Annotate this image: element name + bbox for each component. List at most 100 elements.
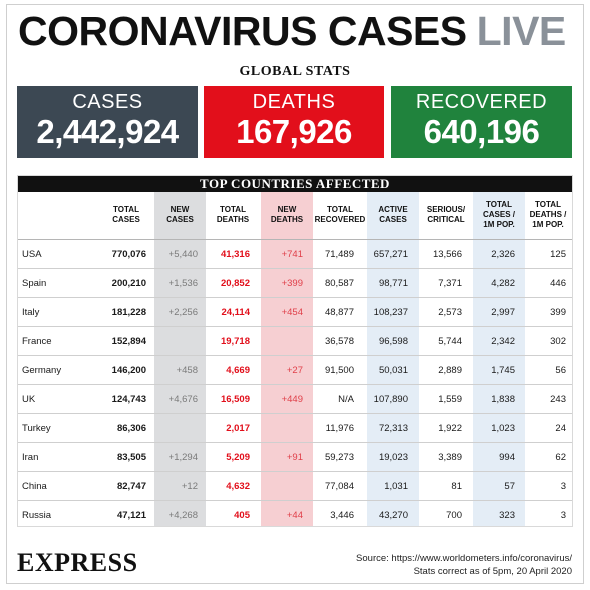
header-total-cases: TOTAL CASES xyxy=(100,205,152,225)
cell-cases-per-1m: 4,282 xyxy=(491,278,515,289)
cell-serious: 5,744 xyxy=(438,336,462,347)
cell-serious: 7,371 xyxy=(438,278,462,289)
stats-timestamp: Stats correct as of 5pm, 20 April 2020 xyxy=(413,566,572,577)
title-main: CORONAVIRUS CASES xyxy=(18,8,467,54)
cell-cases-per-1m: 1,745 xyxy=(491,365,515,376)
cell-total-cases: 200,210 xyxy=(111,278,146,289)
deaths-label: DEATHS xyxy=(252,91,336,113)
header-line: TOTAL xyxy=(486,200,512,209)
infographic-frame xyxy=(6,4,584,584)
header-divider xyxy=(18,239,572,240)
table-row: France 152,894 19,718 36,578 96,598 5,744 2,34… xyxy=(18,327,572,356)
country-name: Germany xyxy=(22,365,62,376)
cell-total-recovered: 71,489 xyxy=(324,249,354,260)
cell-total-cases: 82,747 xyxy=(116,481,146,492)
cell-total-deaths: 16,509 xyxy=(220,394,250,405)
cell-new-deaths: +91 xyxy=(286,452,303,463)
cell-total-cases: 124,743 xyxy=(111,394,146,405)
cell-active-cases: 72,313 xyxy=(378,423,408,434)
countries-table: TOP COUNTRIES AFFECTED TOTAL CASES NEW CASE… xyxy=(17,175,573,527)
header-line: DEATHS xyxy=(270,215,304,224)
cell-new-deaths: +449 xyxy=(281,394,303,405)
source-note: Source: https://www.worldometers.info/co… xyxy=(356,552,572,578)
cell-total-cases: 47,121 xyxy=(116,510,146,521)
cell-total-recovered: 36,578 xyxy=(324,336,354,347)
cell-new-cases: +458 xyxy=(176,365,198,376)
table-row: Iran 83,505 +1,294 5,209 +91 59,273 19,023 3,38… xyxy=(18,443,572,472)
cell-total-cases: 152,894 xyxy=(111,336,146,347)
header-line: NEW xyxy=(277,205,297,214)
recovered-label: RECOVERED xyxy=(415,91,548,113)
source-text: Source: https://www.worldometers.info/co… xyxy=(356,553,572,564)
country-name: USA xyxy=(22,249,42,260)
deaths-stat-box: DEATHS 167,926 xyxy=(204,86,384,158)
cell-cases-per-1m: 1,838 xyxy=(491,394,515,405)
cell-serious: 81 xyxy=(451,481,462,492)
cell-new-cases: +5,440 xyxy=(168,249,198,260)
table-row: USA 770,076 +5,440 41,316 +741 71,489 657,271 1… xyxy=(18,240,572,269)
cell-deaths-per-1m: 302 xyxy=(550,336,566,347)
header-line: CRITICAL xyxy=(427,215,465,224)
cell-total-deaths: 41,316 xyxy=(220,249,250,260)
country-name: France xyxy=(22,336,52,347)
table-row: Italy 181,228 +2,256 24,114 +454 48,877 108,23… xyxy=(18,298,572,327)
cell-cases-per-1m: 994 xyxy=(499,452,515,463)
cell-serious: 13,566 xyxy=(432,249,462,260)
header-line: TOTAL xyxy=(535,200,561,209)
header-deaths-per-1m: TOTAL DEATHS /1M POP. xyxy=(522,200,574,230)
cases-label: CASES xyxy=(72,91,143,113)
cell-cases-per-1m: 1,023 xyxy=(491,423,515,434)
page-title: CORONAVIRUS CASES LIVE xyxy=(18,6,566,56)
cell-deaths-per-1m: 3 xyxy=(560,510,566,521)
cell-deaths-per-1m: 3 xyxy=(560,481,566,492)
cell-active-cases: 19,023 xyxy=(378,452,408,463)
active-cases-column-bg xyxy=(367,192,419,526)
header-line: NEW xyxy=(170,205,190,214)
cell-new-cases: +4,676 xyxy=(168,394,198,405)
cell-deaths-per-1m: 125 xyxy=(550,249,566,260)
cell-new-deaths: +27 xyxy=(286,365,303,376)
cell-new-deaths: +741 xyxy=(281,249,303,260)
cell-new-deaths: +454 xyxy=(281,307,303,318)
header-line: 1M POP. xyxy=(483,220,515,229)
header-new-deaths: NEW DEATHS xyxy=(261,205,313,225)
header-line: SERIOUS/ xyxy=(426,205,466,214)
cell-total-recovered: 91,500 xyxy=(324,365,354,376)
cell-serious: 3,389 xyxy=(438,452,462,463)
cell-total-cases: 770,076 xyxy=(111,249,146,260)
header-total-recovered: TOTAL RECOVERED xyxy=(314,205,366,225)
country-name: Turkey xyxy=(22,423,51,434)
table-row: UK 124,743 +4,676 16,509 +449 N/A 107,890 1,559… xyxy=(18,385,572,414)
country-name: China xyxy=(22,481,47,492)
cell-total-recovered: N/A xyxy=(338,394,354,405)
deaths-value: 167,926 xyxy=(236,113,352,150)
header-active-cases: ACTIVE CASES xyxy=(367,205,419,225)
new-deaths-column-bg xyxy=(261,192,313,526)
cell-total-deaths: 19,718 xyxy=(220,336,250,347)
global-stats-heading: GLOBAL STATS xyxy=(239,64,351,79)
header-line: CASES xyxy=(379,215,407,224)
table-row: Turkey 86,306 2,017 11,976 72,313 1,922 1,023 2… xyxy=(18,414,572,443)
country-name: UK xyxy=(22,394,36,405)
country-name: Iran xyxy=(22,452,39,463)
table-title: TOP COUNTRIES AFFECTED xyxy=(18,176,572,192)
header-new-cases: NEW CASES xyxy=(154,205,206,225)
cell-serious: 2,573 xyxy=(438,307,462,318)
cell-total-deaths: 4,669 xyxy=(226,365,250,376)
cell-active-cases: 108,237 xyxy=(373,307,408,318)
cell-total-recovered: 59,273 xyxy=(324,452,354,463)
cell-new-cases: +12 xyxy=(181,481,198,492)
cell-active-cases: 1,031 xyxy=(384,481,408,492)
cell-serious: 700 xyxy=(446,510,462,521)
header-line: RECOVERED xyxy=(314,215,366,224)
cell-cases-per-1m: 57 xyxy=(504,481,515,492)
cell-cases-per-1m: 2,997 xyxy=(491,307,515,318)
cell-deaths-per-1m: 56 xyxy=(555,365,566,376)
cell-total-deaths: 24,114 xyxy=(221,307,250,318)
header-line: DEATHS / xyxy=(529,210,567,219)
cell-active-cases: 107,890 xyxy=(373,394,408,405)
cell-deaths-per-1m: 24 xyxy=(555,423,566,434)
cell-serious: 1,559 xyxy=(438,394,462,405)
cases-stat-box: CASES 2,442,924 xyxy=(17,86,198,158)
cell-active-cases: 657,271 xyxy=(373,249,408,260)
